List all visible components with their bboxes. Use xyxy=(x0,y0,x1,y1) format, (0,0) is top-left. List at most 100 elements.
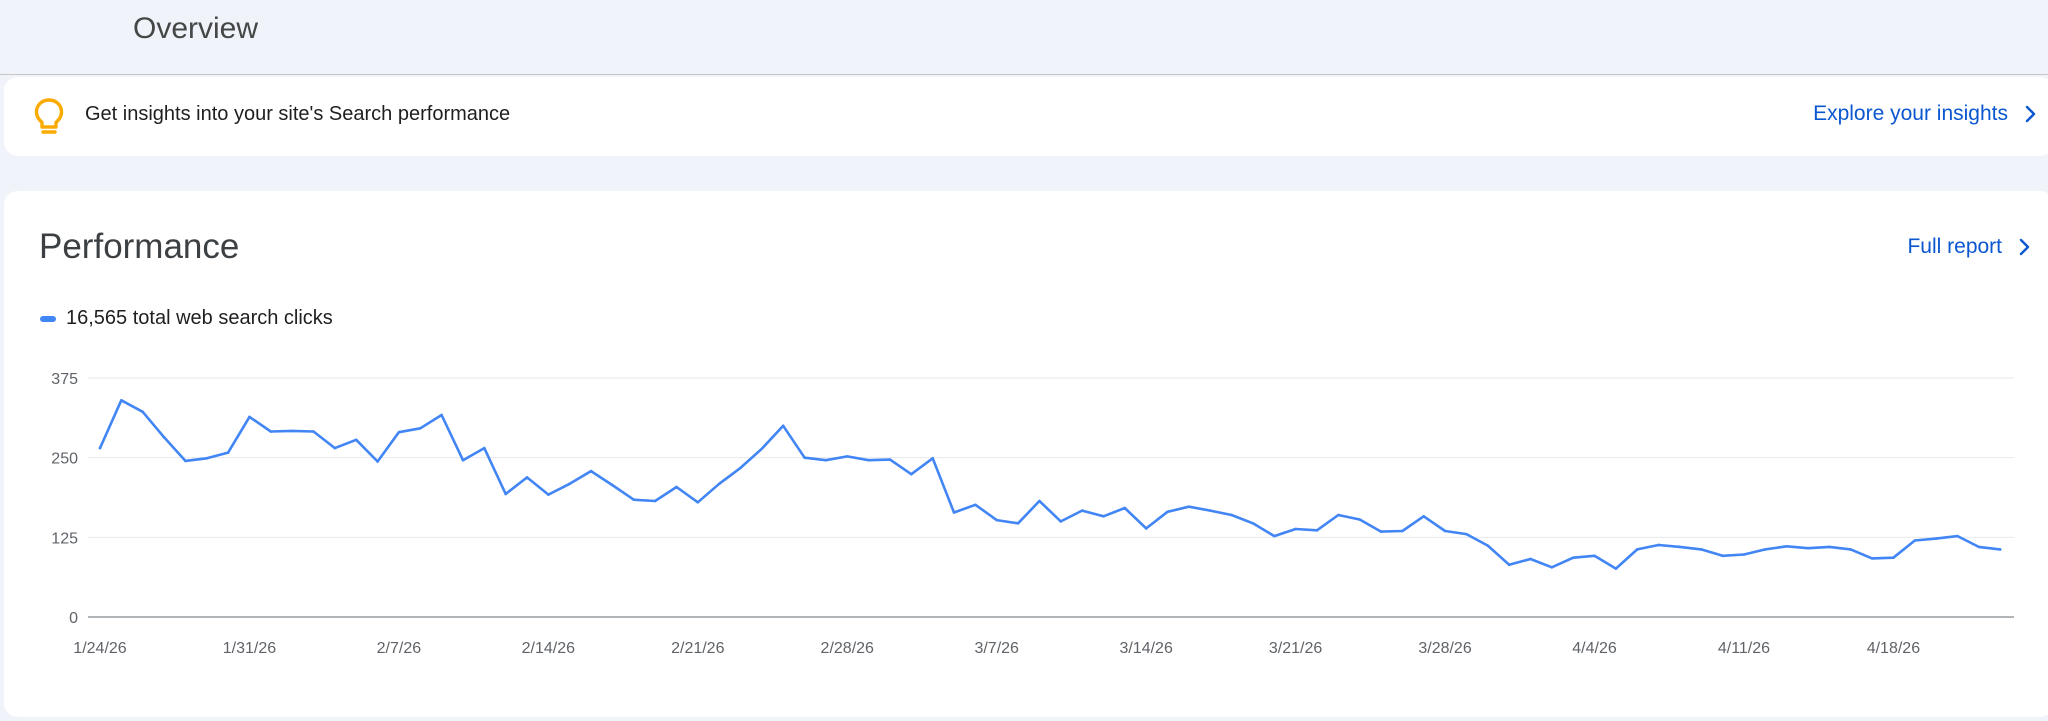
data-point xyxy=(376,460,379,463)
data-point xyxy=(483,446,486,450)
data-point xyxy=(1593,554,1596,558)
data-point xyxy=(1016,522,1020,525)
data-point xyxy=(1571,556,1575,560)
data-point xyxy=(1401,529,1404,533)
y-tick-label: 0 xyxy=(69,610,78,627)
data-point xyxy=(1507,563,1511,567)
data-point xyxy=(1635,548,1639,551)
data-point xyxy=(931,457,934,460)
data-point xyxy=(1059,520,1063,523)
data-point xyxy=(1764,548,1767,551)
data-point xyxy=(1294,527,1297,531)
data-point xyxy=(952,511,956,514)
explore-insights-label: Explore your insights xyxy=(1813,102,2008,125)
data-point xyxy=(1144,527,1148,530)
data-point xyxy=(141,410,144,414)
full-report-link[interactable]: Full report xyxy=(1907,235,2032,259)
data-point xyxy=(781,424,785,428)
data-point xyxy=(995,518,998,522)
data-point xyxy=(1742,553,1746,556)
y-tick-label: 250 xyxy=(51,451,78,468)
data-point xyxy=(1187,505,1191,509)
x-tick-label: 2/21/26 xyxy=(671,640,724,657)
data-point xyxy=(1272,534,1276,538)
explore-insights-link[interactable]: Explore your insights xyxy=(1813,102,2038,126)
chevron-right-icon xyxy=(2025,105,2036,123)
insights-message: Get insights into your site's Search per… xyxy=(85,103,511,125)
x-tick-label: 3/28/26 xyxy=(1418,640,1471,657)
data-point xyxy=(1913,539,1917,542)
data-point xyxy=(888,458,892,461)
x-tick-label: 2/28/26 xyxy=(821,640,874,657)
data-point xyxy=(184,459,187,463)
data-point xyxy=(1977,545,1981,549)
data-point xyxy=(333,446,337,450)
data-point xyxy=(1934,537,1938,540)
data-point xyxy=(1465,532,1468,536)
y-tick-label: 125 xyxy=(51,530,78,547)
legend-label: 16,565 total web search clicks xyxy=(66,307,333,329)
data-point xyxy=(1422,515,1425,518)
data-point xyxy=(739,466,742,470)
data-point xyxy=(632,498,636,502)
x-tick-label: 2/14/26 xyxy=(522,640,575,657)
data-point xyxy=(226,451,230,454)
data-point xyxy=(269,430,273,433)
data-point xyxy=(1806,546,1810,550)
series-line-clicks xyxy=(98,399,2002,570)
chevron-right-icon xyxy=(2019,238,2030,256)
data-point xyxy=(1230,513,1233,517)
data-point xyxy=(1785,544,1788,548)
data-point xyxy=(1379,530,1383,533)
data-point xyxy=(1208,509,1212,512)
data-point xyxy=(1721,554,1724,558)
page-title: Overview xyxy=(133,12,259,45)
data-point xyxy=(397,430,401,434)
data-point xyxy=(1699,548,1703,551)
data-point xyxy=(867,458,870,462)
data-point xyxy=(248,415,251,419)
data-point xyxy=(611,483,614,487)
data-point xyxy=(845,455,849,458)
data-point xyxy=(290,429,294,433)
data-point xyxy=(312,430,315,433)
data-point xyxy=(803,456,806,459)
chart-legend: 16,565 total web search clicks xyxy=(40,307,333,330)
lightbulb-icon xyxy=(34,98,64,134)
data-point xyxy=(760,447,764,451)
data-point xyxy=(824,458,828,462)
data-point xyxy=(675,485,678,489)
x-tick-label: 4/18/26 xyxy=(1867,640,1920,657)
x-tick-label: 3/7/26 xyxy=(974,640,1019,657)
data-point xyxy=(120,399,123,402)
data-point xyxy=(504,492,507,496)
data-point xyxy=(1166,510,1169,514)
data-point xyxy=(1038,499,1041,503)
data-point xyxy=(1337,513,1340,517)
data-point xyxy=(910,472,913,476)
data-point xyxy=(1102,515,1105,518)
data-point xyxy=(1443,529,1447,533)
data-point xyxy=(547,493,550,496)
data-point xyxy=(1870,557,1874,560)
data-point xyxy=(568,482,571,486)
data-point xyxy=(440,413,443,417)
data-point xyxy=(1849,548,1852,551)
legend-swatch xyxy=(40,315,56,322)
data-point xyxy=(1828,545,1831,549)
data-point xyxy=(653,499,657,503)
y-tick-label: 375 xyxy=(51,371,78,388)
x-tick-label: 3/21/26 xyxy=(1269,640,1322,657)
data-point xyxy=(1892,556,1895,560)
data-point xyxy=(696,500,700,504)
x-tick-label: 1/31/26 xyxy=(223,640,276,657)
data-point xyxy=(1315,529,1319,532)
data-point xyxy=(461,458,465,462)
data-point xyxy=(1529,557,1532,561)
data-point xyxy=(1998,548,2002,551)
data-point xyxy=(1080,509,1084,512)
clicks-line-chart: 0 125 250 375 1/24/26 1/31/26 2/7/26 2/14/26 2/2… xyxy=(51,371,2014,657)
x-tick-label: 1/24/26 xyxy=(73,640,126,657)
data-point xyxy=(162,435,166,439)
insights-banner: Get insights into your site's Search per… xyxy=(4,77,2048,156)
